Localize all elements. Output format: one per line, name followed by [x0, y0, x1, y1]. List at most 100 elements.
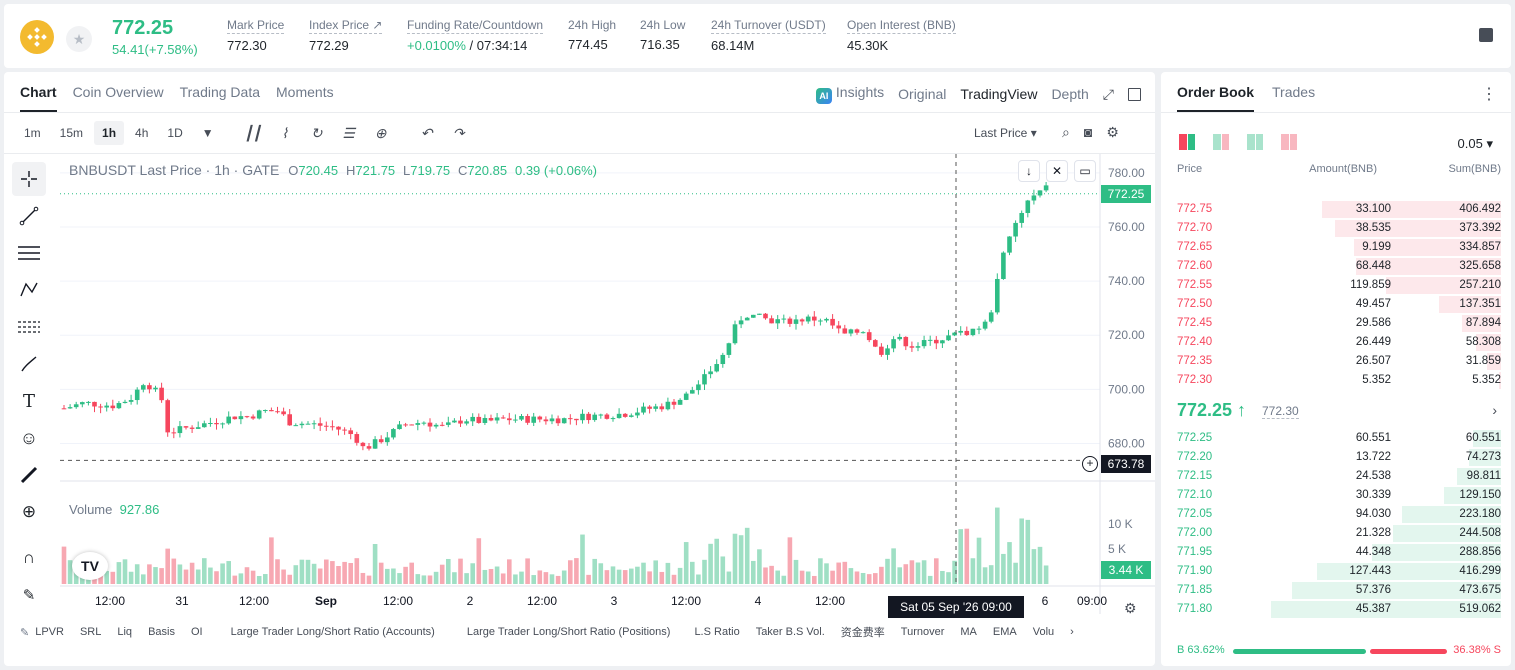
crosshair-icon[interactable] — [12, 162, 46, 196]
tab-trading-data[interactable]: Trading Data — [179, 84, 261, 100]
camera-icon[interactable]: ◙ — [1083, 124, 1093, 140]
magnet-icon[interactable]: ∩ — [22, 548, 36, 567]
bid-row[interactable]: 772.00 21.328 244.508 — [1161, 524, 1511, 543]
sum-cell: 223.180 — [1459, 508, 1501, 520]
indicators-icon[interactable]: ⌇ — [281, 124, 289, 141]
bid-row[interactable]: 771.80 45.387 519.062 — [1161, 600, 1511, 619]
indicator-basis[interactable]: Basis — [148, 626, 175, 638]
volume-bar — [568, 560, 573, 584]
template-icon[interactable]: ☰ — [342, 124, 355, 141]
gear-icon[interactable]: ⚙ — [1106, 124, 1119, 140]
bid-row[interactable]: 772.25 60.551 60.551 — [1161, 429, 1511, 448]
view-both-icon[interactable] — [1179, 134, 1195, 150]
parallel-lines-icon[interactable] — [12, 236, 46, 270]
ask-row[interactable]: 772.35 26.507 31.859 — [1161, 352, 1511, 371]
more-menu-icon[interactable]: ⋮ — [1481, 86, 1497, 103]
bid-row[interactable]: 771.85 57.376 473.675 — [1161, 581, 1511, 600]
indicator-turnover[interactable]: Turnover — [900, 626, 945, 638]
expand-icon[interactable]: ⤢ — [1102, 85, 1114, 102]
indicator-oi[interactable]: OI — [190, 626, 203, 638]
bid-row[interactable]: 772.20 13.722 74.273 — [1161, 448, 1511, 467]
chevron-right-icon[interactable]: › — [1492, 402, 1497, 418]
ask-row[interactable]: 772.45 29.586 87.894 — [1161, 314, 1511, 333]
indicator-volume[interactable]: Volu — [1032, 626, 1055, 638]
view-split-icon[interactable] — [1213, 134, 1229, 150]
tab-depth[interactable]: Depth — [1051, 86, 1089, 102]
timeframe-1m[interactable]: 1m — [24, 126, 41, 140]
tick-size-select[interactable]: 0.05 ▾ — [1457, 136, 1493, 151]
indicator-lt-positions[interactable]: Large Trader Long/Short Ratio (Positions… — [466, 626, 671, 638]
candle-body — [446, 422, 451, 425]
ruler-icon[interactable] — [12, 458, 46, 492]
collapse-icon[interactable]: ✕ — [1046, 160, 1068, 182]
ask-row[interactable]: 772.70 38.535 373.392 — [1161, 219, 1511, 238]
bid-row[interactable]: 772.05 94.030 223.180 — [1161, 505, 1511, 524]
tab-insights[interactable]: AI Insights — [815, 84, 884, 104]
fib-icon[interactable] — [12, 310, 46, 344]
timeframe-4h[interactable]: 4h — [135, 126, 149, 140]
tab-moments[interactable]: Moments — [276, 84, 334, 100]
timeframe-1d[interactable]: 1D — [167, 126, 183, 140]
timeframe-1h[interactable]: 1h — [94, 121, 125, 145]
trendline-icon[interactable] — [12, 199, 46, 233]
tab-chart[interactable]: Chart — [20, 84, 57, 112]
view-asks-icon[interactable] — [1281, 134, 1297, 150]
tab-coin-overview[interactable]: Coin Overview — [72, 84, 164, 100]
ask-row[interactable]: 772.75 33.100 406.492 — [1161, 200, 1511, 219]
bid-row[interactable]: 772.15 24.538 98.811 — [1161, 467, 1511, 486]
candle-body — [134, 389, 140, 401]
arrow-down-icon[interactable]: ↓ — [1018, 160, 1040, 182]
chevron-right-icon[interactable]: › — [1070, 626, 1074, 638]
indicator-lpvr[interactable]: LPVR — [35, 626, 64, 638]
pencil-lock-icon[interactable]: ✎ — [22, 587, 36, 604]
tab-trades[interactable]: Trades — [1272, 84, 1316, 100]
document-icon[interactable] — [1479, 28, 1493, 42]
tab-tradingview[interactable]: TradingView — [960, 86, 1038, 102]
price-type-select[interactable]: Last Price ▾ — [974, 126, 1037, 140]
tab-original[interactable]: Original — [898, 86, 947, 102]
compare-icon[interactable]: ↻ — [310, 124, 323, 141]
indicator-ls-ratio[interactable]: L.S Ratio — [694, 626, 740, 638]
ask-row[interactable]: 772.60 68.448 325.658 — [1161, 257, 1511, 276]
indicator-taker-vol[interactable]: Taker B.S Vol. — [755, 626, 825, 638]
text-tool-icon[interactable]: T — [22, 390, 35, 412]
amount-cell: 9.199 — [1362, 241, 1391, 253]
add-indicator-icon[interactable]: ⊕ — [374, 124, 387, 141]
candlestick-chart[interactable]: 780.00 760.00 740.00 720.00 700.00 680.00 10 K… — [60, 154, 1155, 614]
window-icon[interactable] — [1128, 87, 1141, 101]
zoom-in-icon[interactable]: ⊕ — [21, 502, 37, 521]
indicator-ema[interactable]: EMA — [992, 626, 1017, 638]
brush-icon[interactable] — [12, 347, 46, 381]
stat-index-price[interactable]: Index Price ↗ 772.29 — [309, 18, 383, 53]
ask-row[interactable]: 772.40 26.449 58.308 — [1161, 333, 1511, 352]
bid-row[interactable]: 771.90 127.443 416.299 — [1161, 562, 1511, 581]
indicator-srl[interactable]: SRL — [79, 626, 102, 638]
view-bids-icon[interactable] — [1247, 134, 1263, 150]
bid-row[interactable]: 771.95 44.348 288.856 — [1161, 543, 1511, 562]
indicator-funding[interactable]: 资金费率 — [840, 627, 885, 639]
ask-row[interactable]: 772.30 5.352 5.352 — [1161, 371, 1511, 390]
axis-settings-icon[interactable]: ⚙ — [1124, 600, 1137, 616]
undo-icon[interactable]: ↶ — [420, 124, 433, 141]
candle-body — [67, 407, 73, 409]
search-icon[interactable]: ⌕ — [1062, 124, 1070, 140]
tradingview-logo[interactable]: TV — [72, 552, 108, 580]
tab-order-book[interactable]: Order Book — [1177, 84, 1255, 112]
indicator-lt-accounts[interactable]: Large Trader Long/Short Ratio (Accounts) — [230, 626, 435, 638]
timeframe-15m[interactable]: 15m — [59, 126, 84, 140]
maximize-icon[interactable]: ▭ — [1074, 160, 1096, 182]
candle-type-icon[interactable]: ┃┃ — [244, 124, 262, 141]
volume-bar — [921, 560, 927, 584]
bid-row[interactable]: 772.10 30.339 129.150 — [1161, 486, 1511, 505]
indicator-ma[interactable]: MA — [960, 626, 977, 638]
timeframe-dropdown-icon[interactable]: ▼ — [201, 126, 214, 140]
add-alert-icon[interactable]: + — [1082, 456, 1098, 472]
ask-row[interactable]: 772.50 49.457 137.351 — [1161, 295, 1511, 314]
ask-row[interactable]: 772.55 119.859 257.210 — [1161, 276, 1511, 295]
indicator-liq[interactable]: Liq — [117, 626, 133, 638]
ask-row[interactable]: 772.65 9.199 334.857 — [1161, 238, 1511, 257]
pattern-icon[interactable] — [12, 273, 46, 307]
redo-icon[interactable]: ↷ — [452, 124, 465, 141]
favorite-star-icon[interactable]: ★ — [66, 26, 92, 52]
emoji-icon[interactable]: ☺ — [19, 427, 39, 448]
